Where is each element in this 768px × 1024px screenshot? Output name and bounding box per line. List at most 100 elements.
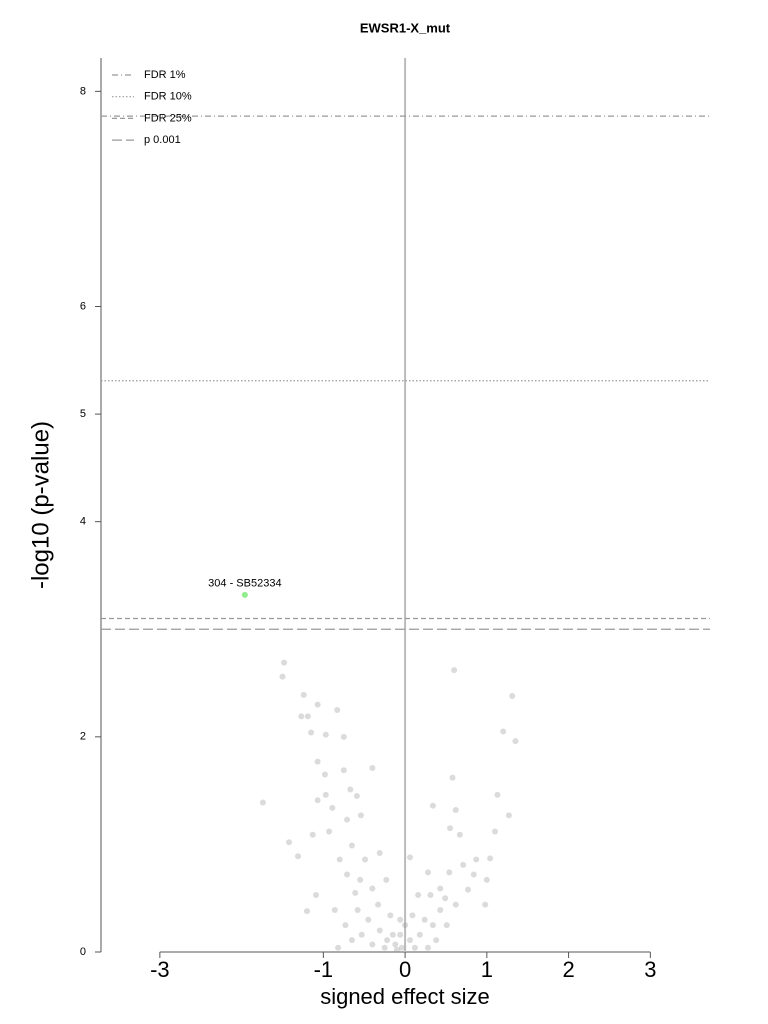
point bbox=[512, 738, 519, 745]
point bbox=[424, 944, 431, 951]
point bbox=[411, 944, 418, 951]
legend-label: FDR 25% bbox=[144, 112, 192, 124]
legend-label: FDR 1% bbox=[144, 69, 186, 81]
point bbox=[487, 855, 494, 862]
point bbox=[326, 828, 333, 835]
chart-title: EWSR1-X_mut bbox=[360, 20, 451, 35]
point bbox=[387, 912, 394, 919]
point bbox=[492, 828, 499, 835]
point bbox=[241, 591, 248, 598]
point bbox=[416, 931, 423, 938]
point bbox=[298, 713, 305, 720]
point bbox=[383, 876, 390, 883]
point bbox=[397, 931, 404, 938]
point bbox=[281, 659, 288, 666]
point bbox=[465, 886, 472, 893]
point bbox=[279, 673, 286, 680]
point bbox=[505, 812, 512, 819]
point bbox=[452, 806, 459, 813]
point bbox=[442, 895, 449, 902]
point bbox=[398, 944, 405, 951]
point bbox=[314, 701, 321, 708]
point bbox=[429, 922, 436, 929]
point bbox=[509, 692, 516, 699]
y-axis-label: -log10 (p-value) bbox=[27, 421, 54, 589]
point bbox=[334, 706, 341, 713]
x-axis-label: signed effect size bbox=[320, 984, 490, 1009]
point bbox=[483, 876, 490, 883]
point bbox=[500, 728, 507, 735]
y-tick-label: 4 bbox=[80, 516, 86, 528]
point bbox=[331, 907, 338, 914]
point bbox=[309, 831, 316, 838]
point bbox=[424, 869, 431, 876]
point bbox=[446, 869, 453, 876]
point bbox=[421, 916, 428, 923]
point bbox=[409, 912, 416, 919]
x-tick-label: -3 bbox=[150, 957, 170, 982]
point bbox=[473, 856, 480, 863]
point bbox=[336, 856, 343, 863]
point bbox=[381, 944, 388, 951]
point bbox=[321, 771, 328, 778]
point bbox=[340, 733, 347, 740]
y-tick-label: 6 bbox=[80, 300, 86, 312]
point bbox=[393, 946, 400, 953]
point bbox=[406, 854, 413, 861]
point bbox=[406, 937, 413, 944]
point bbox=[335, 944, 342, 951]
y-tick-label: 5 bbox=[80, 408, 86, 420]
point bbox=[358, 931, 365, 938]
legend-label: FDR 10% bbox=[144, 91, 192, 103]
point bbox=[451, 667, 458, 674]
point bbox=[429, 802, 436, 809]
y-tick-label: 8 bbox=[80, 85, 86, 97]
point bbox=[447, 825, 454, 832]
point bbox=[369, 885, 376, 892]
point bbox=[392, 941, 399, 948]
point bbox=[470, 871, 477, 878]
point bbox=[375, 901, 382, 908]
point bbox=[353, 793, 360, 800]
point bbox=[314, 758, 321, 765]
x-tick-label: -1 bbox=[314, 957, 334, 982]
point bbox=[443, 922, 450, 929]
point bbox=[376, 927, 383, 934]
point bbox=[300, 691, 307, 698]
point bbox=[460, 861, 467, 868]
point bbox=[427, 891, 434, 898]
point bbox=[357, 876, 364, 883]
point bbox=[397, 916, 404, 923]
y-tick-label: 0 bbox=[80, 946, 86, 958]
x-tick-label: 1 bbox=[481, 957, 493, 982]
point bbox=[402, 922, 409, 929]
point bbox=[340, 767, 347, 774]
point bbox=[362, 856, 369, 863]
point bbox=[342, 922, 349, 929]
point bbox=[347, 786, 354, 793]
point bbox=[384, 937, 391, 944]
point bbox=[344, 816, 351, 823]
point bbox=[295, 853, 302, 860]
point bbox=[456, 831, 463, 838]
point bbox=[437, 907, 444, 914]
point bbox=[344, 871, 351, 878]
y-tick-label: 2 bbox=[80, 731, 86, 743]
point bbox=[314, 797, 321, 804]
point bbox=[357, 812, 364, 819]
point bbox=[433, 937, 440, 944]
point bbox=[365, 916, 372, 923]
point bbox=[348, 937, 355, 944]
x-tick-label: 3 bbox=[644, 957, 656, 982]
point bbox=[354, 907, 361, 914]
point bbox=[348, 842, 355, 849]
point bbox=[369, 941, 376, 948]
point bbox=[312, 891, 319, 898]
point bbox=[482, 901, 489, 908]
point bbox=[304, 713, 311, 720]
point bbox=[259, 799, 266, 806]
x-tick-label: 2 bbox=[562, 957, 574, 982]
point bbox=[415, 891, 422, 898]
point bbox=[437, 885, 444, 892]
